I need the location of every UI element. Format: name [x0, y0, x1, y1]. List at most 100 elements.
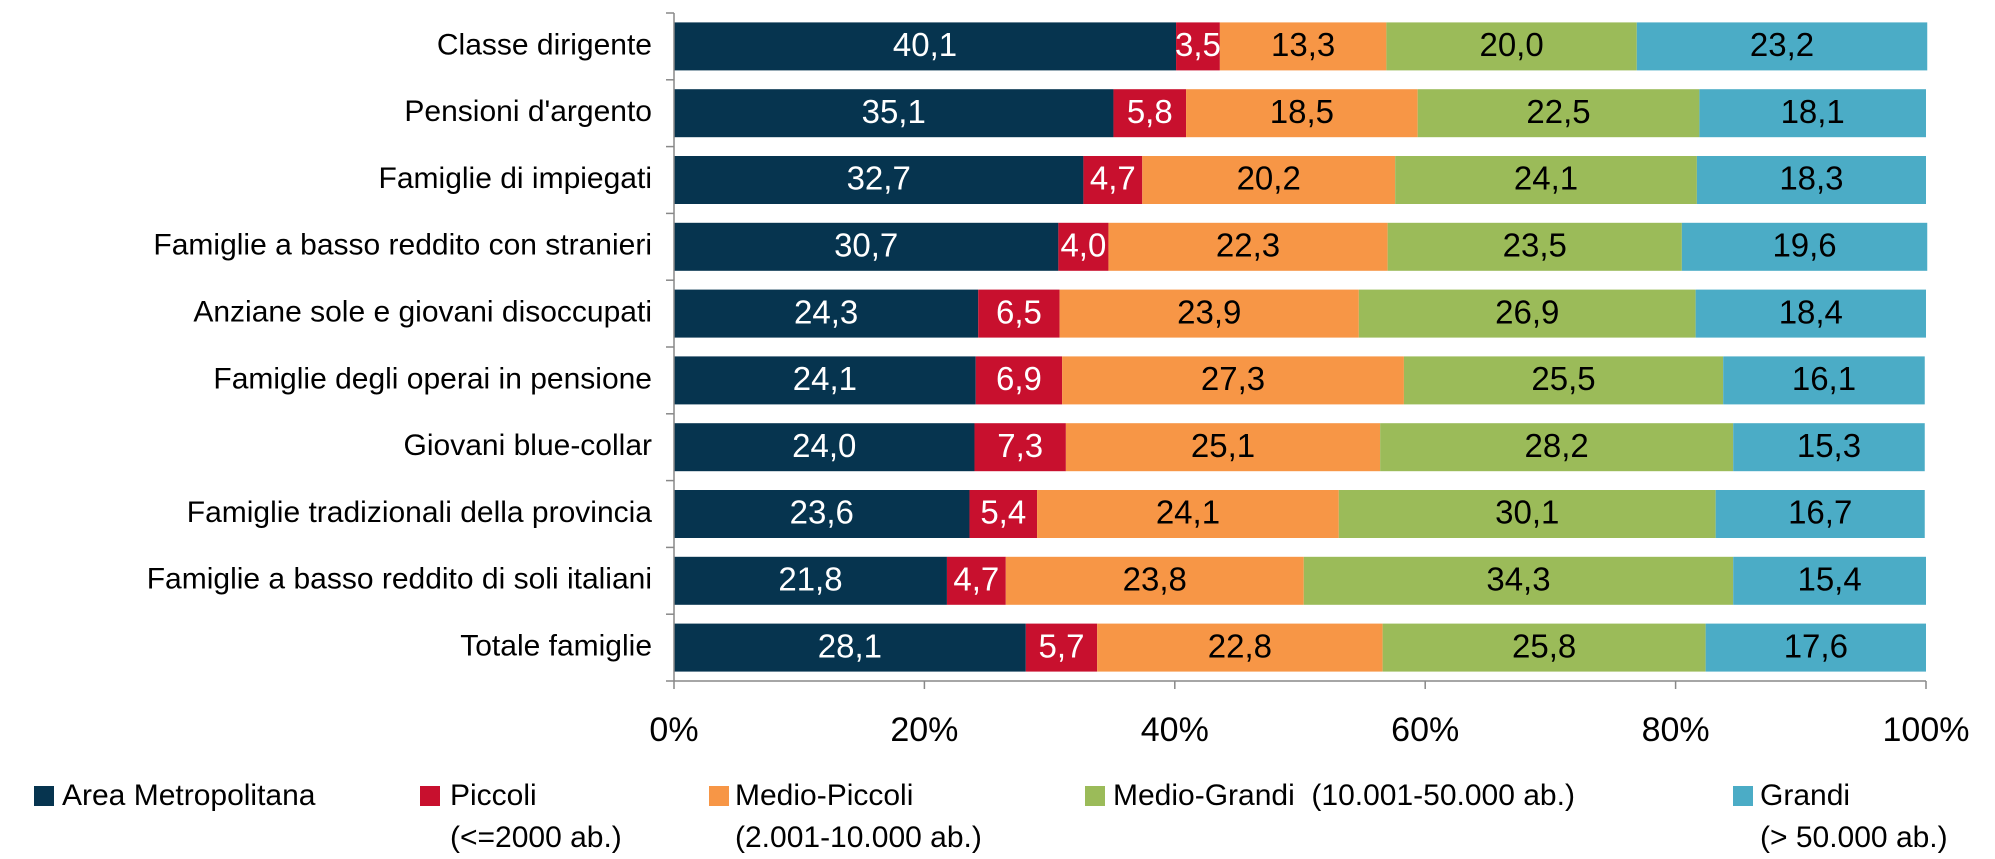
- legend-swatch: [1085, 786, 1105, 806]
- legend-label: Area Metropolitana: [62, 779, 316, 812]
- value-label: 21,8: [778, 561, 842, 598]
- bar-segment: [978, 289, 1060, 338]
- bar-segment: [1083, 156, 1143, 204]
- bar-segment: [1219, 22, 1387, 71]
- legend-label: Grandi (> 50.000 ab.): [1760, 779, 1948, 854]
- value-label: 4,0: [1060, 227, 1106, 264]
- category-label: Famiglie a basso reddito di soli italian…: [147, 563, 652, 596]
- legend-swatch: [420, 786, 440, 806]
- value-label: 26,9: [1495, 293, 1559, 330]
- bar-segment: [1062, 356, 1404, 405]
- category-label: Giovani blue-collar: [404, 429, 652, 462]
- value-label: 16,7: [1788, 494, 1852, 531]
- bar-segment: [674, 556, 947, 605]
- value-label: 40,1: [893, 26, 957, 63]
- value-label: 30,1: [1495, 494, 1559, 531]
- legend-label: Piccoli (<=2000 ab.): [450, 779, 622, 854]
- bar-segment: [1733, 423, 1925, 472]
- value-label: 28,1: [818, 627, 882, 664]
- value-label: 6,5: [996, 293, 1042, 330]
- bar-segment: [1395, 156, 1697, 204]
- value-label: 23,9: [1177, 293, 1241, 330]
- value-label: 6,9: [996, 360, 1042, 397]
- bar-segment: [674, 623, 1026, 672]
- value-label: 27,3: [1201, 360, 1265, 397]
- category-label: Famiglie tradizionali della provincia: [187, 496, 653, 529]
- x-tick-label: 60%: [1391, 711, 1459, 749]
- bar-segment: [969, 490, 1038, 538]
- legend-swatch: [709, 786, 729, 806]
- bar-segment: [1338, 490, 1716, 538]
- value-label: 24,1: [1156, 494, 1220, 531]
- value-label: 5,7: [1039, 627, 1085, 664]
- value-label: 18,4: [1779, 293, 1843, 330]
- legend-label: Medio-Grandi (10.001-50.000 ab.): [1113, 779, 1575, 812]
- bar-segment: [1695, 289, 1926, 338]
- value-label: 4,7: [1090, 160, 1136, 197]
- bar-segment: [1380, 423, 1734, 472]
- bar-segment: [1097, 623, 1383, 672]
- bar-segment: [946, 556, 1006, 605]
- bar-segment: [1186, 89, 1418, 138]
- bar-segment: [674, 289, 979, 338]
- value-label: 17,6: [1784, 627, 1848, 664]
- bar-segment: [1386, 22, 1637, 71]
- category-label: Famiglie degli operai in pensione: [213, 362, 652, 395]
- value-label: 7,3: [997, 427, 1043, 464]
- bar-segment: [1065, 423, 1381, 472]
- bar-segment: [1696, 156, 1926, 204]
- value-label: 24,1: [1514, 160, 1578, 197]
- value-label: 24,3: [794, 293, 858, 330]
- category-label: Totale famiglie: [460, 630, 652, 663]
- value-label: 25,1: [1191, 427, 1255, 464]
- bar-segment: [674, 89, 1114, 138]
- bar-segment: [674, 22, 1177, 71]
- value-label: 24,1: [793, 360, 857, 397]
- value-label: 28,2: [1525, 427, 1589, 464]
- value-label: 15,4: [1797, 561, 1861, 598]
- x-tick-label: 0%: [649, 711, 698, 749]
- bar-segment: [674, 356, 976, 405]
- bar-segment: [1108, 222, 1388, 271]
- value-label: 23,5: [1503, 227, 1567, 264]
- bar-segment: [1723, 356, 1925, 405]
- value-label: 16,1: [1792, 360, 1856, 397]
- value-label: 15,3: [1797, 427, 1861, 464]
- bar-segment: [1403, 356, 1724, 405]
- value-label: 5,8: [1127, 93, 1173, 130]
- bar-segment: [1681, 222, 1928, 271]
- bar-segment: [674, 423, 975, 472]
- bar-segment: [1176, 22, 1220, 71]
- value-label: 22,3: [1216, 227, 1280, 264]
- bar-segment: [1417, 89, 1700, 138]
- value-label: 35,1: [862, 93, 926, 130]
- value-label: 23,6: [790, 494, 854, 531]
- value-label: 20,2: [1237, 160, 1301, 197]
- bar-segment: [1382, 623, 1706, 672]
- bar-segment: [1636, 22, 1928, 71]
- bar-segment: [1059, 289, 1359, 338]
- x-tick-label: 40%: [1141, 711, 1209, 749]
- legend-swatch: [34, 786, 54, 806]
- value-label: 23,8: [1123, 561, 1187, 598]
- bar-segment: [1303, 556, 1734, 605]
- bar-segment: [1025, 623, 1098, 672]
- bar-segment: [674, 222, 1059, 271]
- bar-segment: [1705, 623, 1926, 672]
- value-label: 25,8: [1512, 627, 1576, 664]
- value-label: 18,5: [1270, 93, 1334, 130]
- bar-segment: [1037, 490, 1339, 538]
- value-label: 30,7: [834, 227, 898, 264]
- value-label: 5,4: [980, 494, 1026, 531]
- bar-segment: [1058, 222, 1109, 271]
- value-label: 22,5: [1526, 93, 1590, 130]
- value-label: 20,0: [1479, 26, 1543, 63]
- value-label: 3,5: [1175, 26, 1221, 63]
- x-tick-label: 80%: [1642, 711, 1710, 749]
- bar-segment: [1699, 89, 1926, 138]
- bar-segment: [1733, 556, 1926, 605]
- value-label: 32,7: [847, 160, 911, 197]
- category-label: Pensioni d'argento: [404, 95, 652, 128]
- value-label: 18,1: [1781, 93, 1845, 130]
- value-label: 34,3: [1486, 561, 1550, 598]
